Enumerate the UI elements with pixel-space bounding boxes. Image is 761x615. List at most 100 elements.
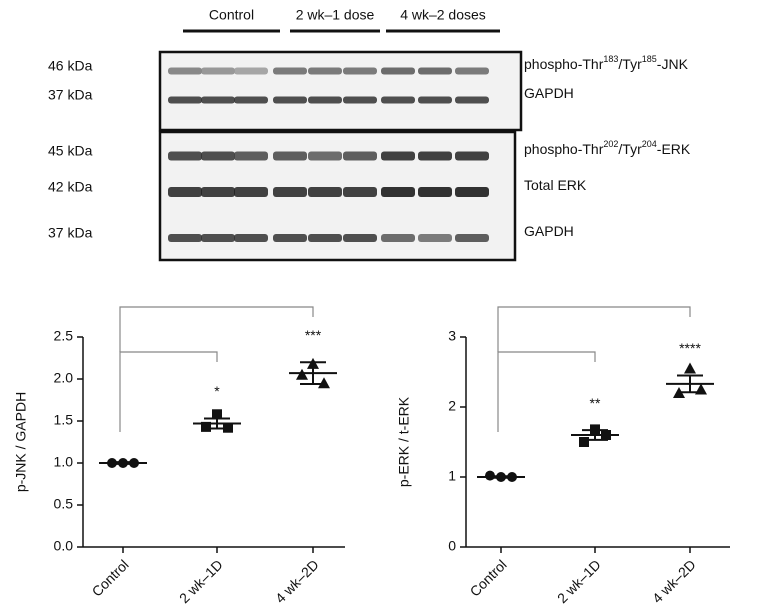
blot-band [273, 151, 307, 161]
kda-label: 46 kDa [48, 58, 93, 74]
x-tick-label: 2 wk–1D [554, 556, 604, 606]
y-axis-title: p-ERK / t-ERK [396, 396, 412, 487]
kda-label: 37 kDa [48, 225, 93, 241]
significance: **** [679, 340, 701, 356]
blot-box-jnk [158, 50, 523, 132]
blot-band [168, 67, 202, 75]
blot-band [381, 187, 415, 197]
blot-band [418, 96, 452, 104]
protein-label-part: 202 [603, 139, 618, 149]
blot-band [201, 151, 235, 161]
blot-band [308, 151, 342, 161]
x-tick-label: Control [467, 556, 510, 599]
data-point [684, 362, 696, 374]
protein-label: Total ERK [524, 177, 587, 193]
y-tick-label: 0 [448, 538, 456, 554]
data-point [201, 421, 211, 432]
protein-label-part: GAPDH [524, 223, 574, 239]
blot-band [418, 67, 452, 75]
blot-band [343, 67, 377, 75]
kda-label: 45 kDa [48, 143, 93, 159]
group-label: Control [209, 7, 254, 23]
protein-label: phospho-Thr183/Tyr185-JNK [524, 54, 689, 71]
data-point [223, 422, 233, 433]
protein-label-part: phospho-Thr [524, 56, 604, 72]
bracket [497, 351, 596, 432]
data-point [212, 409, 222, 420]
data-point [673, 387, 685, 398]
y-tick-label: 0.5 [54, 496, 74, 512]
data-point [318, 377, 330, 389]
protein-label-part: 204 [642, 139, 657, 149]
blot-band [455, 67, 489, 75]
protein-label-part: /Tyr [618, 56, 642, 72]
y-tick-label: 1.0 [54, 454, 74, 470]
protein-label-part: Total ERK [524, 177, 587, 193]
y-tick-label: 1 [448, 468, 456, 484]
significance: ** [590, 395, 601, 411]
protein-label-part: /Tyr [618, 141, 642, 157]
blot-band [234, 151, 268, 161]
data-point [695, 383, 707, 395]
x-tick-label: 4 wk–2D [649, 556, 699, 606]
y-tick-label: 1.5 [54, 412, 74, 428]
blot-band [343, 96, 377, 104]
blot-band [418, 234, 452, 242]
blot-band [168, 187, 202, 197]
blot-band [168, 96, 202, 104]
blot-band [381, 96, 415, 104]
significance: *** [305, 327, 322, 343]
group-label: 2 wk–1 dose [296, 7, 375, 23]
blot-band [381, 151, 415, 161]
blot-band [418, 151, 452, 161]
blot-band [308, 187, 342, 197]
blot-band [381, 67, 415, 75]
data-point [485, 470, 495, 481]
blot-band [234, 234, 268, 242]
blot-band [273, 187, 307, 197]
y-tick-label: 2 [448, 398, 456, 414]
y-tick-label: 0.0 [54, 538, 74, 554]
blot-band [343, 187, 377, 197]
group-label: 4 wk–2 doses [400, 7, 486, 23]
blot-band [343, 151, 377, 161]
protein-label: GAPDH [524, 223, 574, 239]
y-tick-label: 3 [448, 328, 456, 344]
kda-label: 42 kDa [48, 179, 93, 195]
bracket [119, 306, 314, 352]
data-point [118, 458, 128, 468]
blot-band [455, 187, 489, 197]
blot-band [381, 234, 415, 242]
blot-band [273, 96, 307, 104]
data-point [496, 472, 506, 482]
data-point [507, 472, 517, 482]
blot-band [234, 67, 268, 75]
x-tick-label: 4 wk–2D [272, 556, 322, 606]
blot-band [234, 96, 268, 104]
blot-band [234, 187, 268, 197]
blot-band [418, 187, 452, 197]
y-tick-label: 2.5 [54, 328, 74, 344]
protein-label: GAPDH [524, 85, 574, 101]
blot-band [201, 234, 235, 242]
blot-band [455, 234, 489, 242]
blot-band [308, 67, 342, 75]
data-point [579, 437, 589, 447]
blot-band [455, 151, 489, 161]
data-point [296, 368, 308, 380]
bracket [497, 306, 691, 352]
data-point [601, 430, 611, 440]
kda-label: 37 kDa [48, 87, 93, 103]
data-point [107, 458, 117, 468]
x-tick-label: Control [89, 556, 132, 599]
significance: * [214, 383, 220, 399]
protein-label-part: 185 [642, 54, 657, 64]
blot-band [343, 234, 377, 242]
x-tick-label: 2 wk–1D [176, 556, 226, 606]
blot-band [273, 234, 307, 242]
protein-label-part: -ERK [657, 141, 691, 157]
blot-band [168, 151, 202, 161]
blot-band [455, 96, 489, 104]
protein-label-part: GAPDH [524, 85, 574, 101]
